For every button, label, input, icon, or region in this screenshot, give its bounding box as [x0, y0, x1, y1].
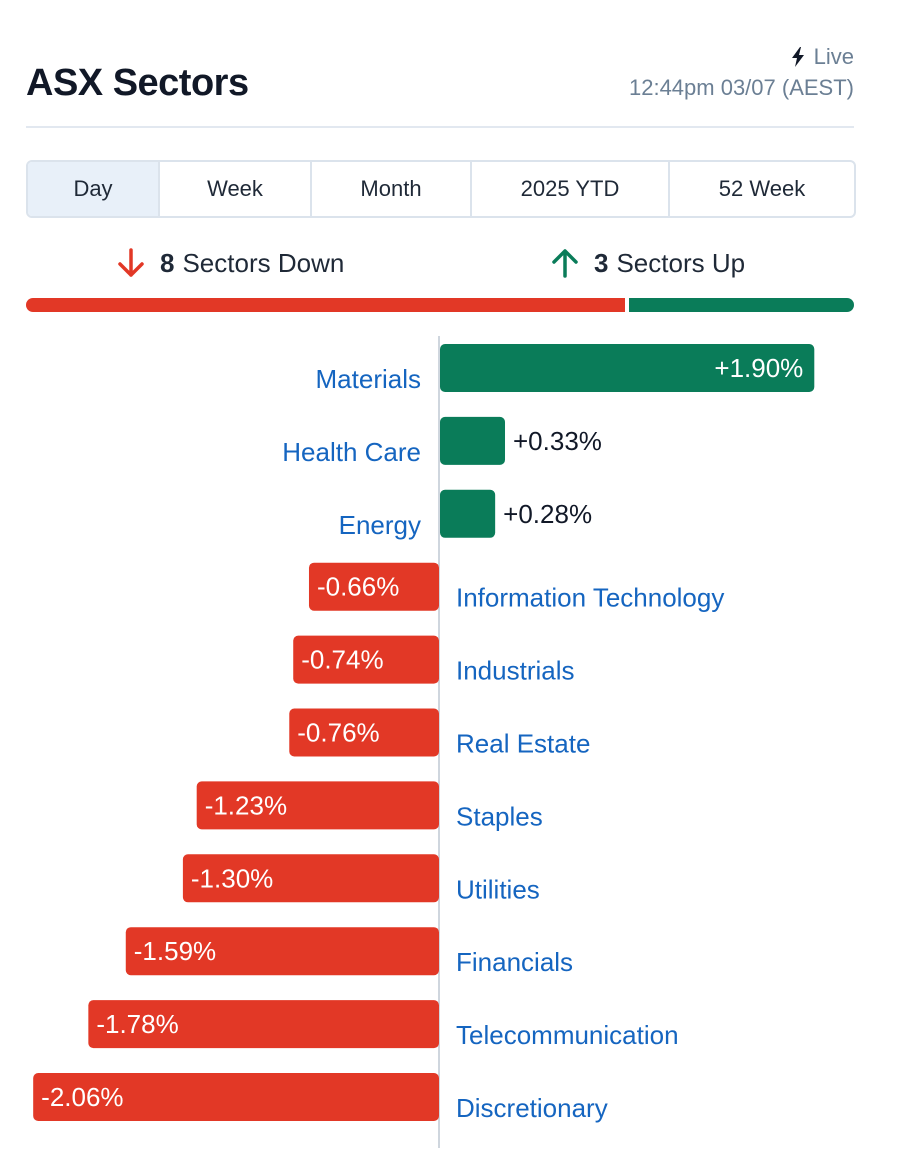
bar-financials[interactable] [125, 927, 440, 976]
sectors-down-count: 8 [160, 247, 175, 278]
value-label-health-care: +0.33% [513, 426, 602, 456]
sector-label-real-estate[interactable]: Real Estate [456, 729, 590, 759]
sector-label-telecommunication[interactable]: Telecommunication [456, 1020, 679, 1050]
sector-label-staples[interactable]: Staples [456, 801, 543, 831]
sector-label-information-technology[interactable]: Information Technology [456, 583, 724, 613]
bar-energy[interactable] [440, 489, 496, 538]
sector-label-energy[interactable]: Energy [339, 510, 421, 540]
tab-week[interactable]: Week [160, 162, 312, 216]
bar-materials[interactable] [440, 344, 815, 392]
ratio-bar-down [26, 298, 625, 312]
bar-health-care[interactable] [440, 416, 506, 465]
sector-label-financials[interactable]: Financials [456, 947, 573, 977]
value-label-industrials: -0.74% [301, 645, 383, 675]
period-tabs: Day Week Month 2025 YTD 52 Week [26, 160, 856, 218]
bar-real-estate[interactable] [289, 708, 439, 757]
value-label-materials: +1.90% [714, 353, 803, 383]
tab-52-week[interactable]: 52 Week [718, 176, 806, 201]
sector-label-industrials[interactable]: Industrials [456, 656, 575, 686]
sector-label-discretionary[interactable]: Discretionary [456, 1093, 608, 1123]
arrow-up-icon [552, 249, 578, 278]
header-divider [26, 126, 854, 128]
bar-discretionary[interactable] [33, 1073, 440, 1121]
bar-staples[interactable] [196, 781, 439, 830]
sector-label-health-care[interactable]: Health Care [282, 437, 421, 467]
value-label-real-estate: -0.76% [297, 718, 379, 748]
value-label-discretionary: -2.06% [41, 1082, 123, 1112]
tab-day[interactable]: Day [28, 162, 160, 216]
arrow-down-icon [118, 248, 144, 277]
lightning-icon [791, 47, 804, 67]
sectors-down-label: Sectors Down [182, 247, 345, 278]
tab-month[interactable]: Month [312, 162, 472, 216]
live-label: Live [813, 44, 854, 69]
value-label-telecommunication: -1.78% [96, 1009, 178, 1039]
live-indicator: Live [790, 44, 854, 70]
sector-label-materials[interactable]: Materials [316, 364, 421, 394]
value-label-energy: +0.28% [503, 499, 592, 529]
bar-utilities[interactable] [182, 854, 439, 903]
bar-information-technology[interactable] [308, 562, 439, 611]
sectors-up-summary: 3 Sectors Up [548, 246, 745, 280]
value-label-information-technology: -0.66% [317, 572, 399, 602]
bar-industrials[interactable] [293, 635, 439, 684]
tab-2025-ytd[interactable]: 2025 YTD [472, 162, 670, 216]
timestamp: 12:44pm 03/07 (AEST) [628, 75, 854, 100]
ratio-bar-up [629, 298, 854, 312]
sector-label-utilities[interactable]: Utilities [456, 874, 540, 904]
value-label-staples: -1.23% [205, 790, 287, 820]
value-label-financials: -1.59% [134, 936, 216, 966]
value-label-utilities: -1.30% [191, 863, 273, 893]
sectors-up-count: 3 [594, 247, 609, 278]
sectors-up-label: Sectors Up [616, 247, 746, 278]
bar-telecommunication[interactable] [88, 1000, 439, 1049]
page-title: ASX Sectors [26, 62, 249, 104]
sector-ratio-bar [26, 298, 854, 312]
sector-bar-chart: Materials +1.90% Health Care +0.33% Energy +0… [33, 336, 815, 1148]
sectors-down-summary: 8 Sectors Down [114, 246, 344, 280]
